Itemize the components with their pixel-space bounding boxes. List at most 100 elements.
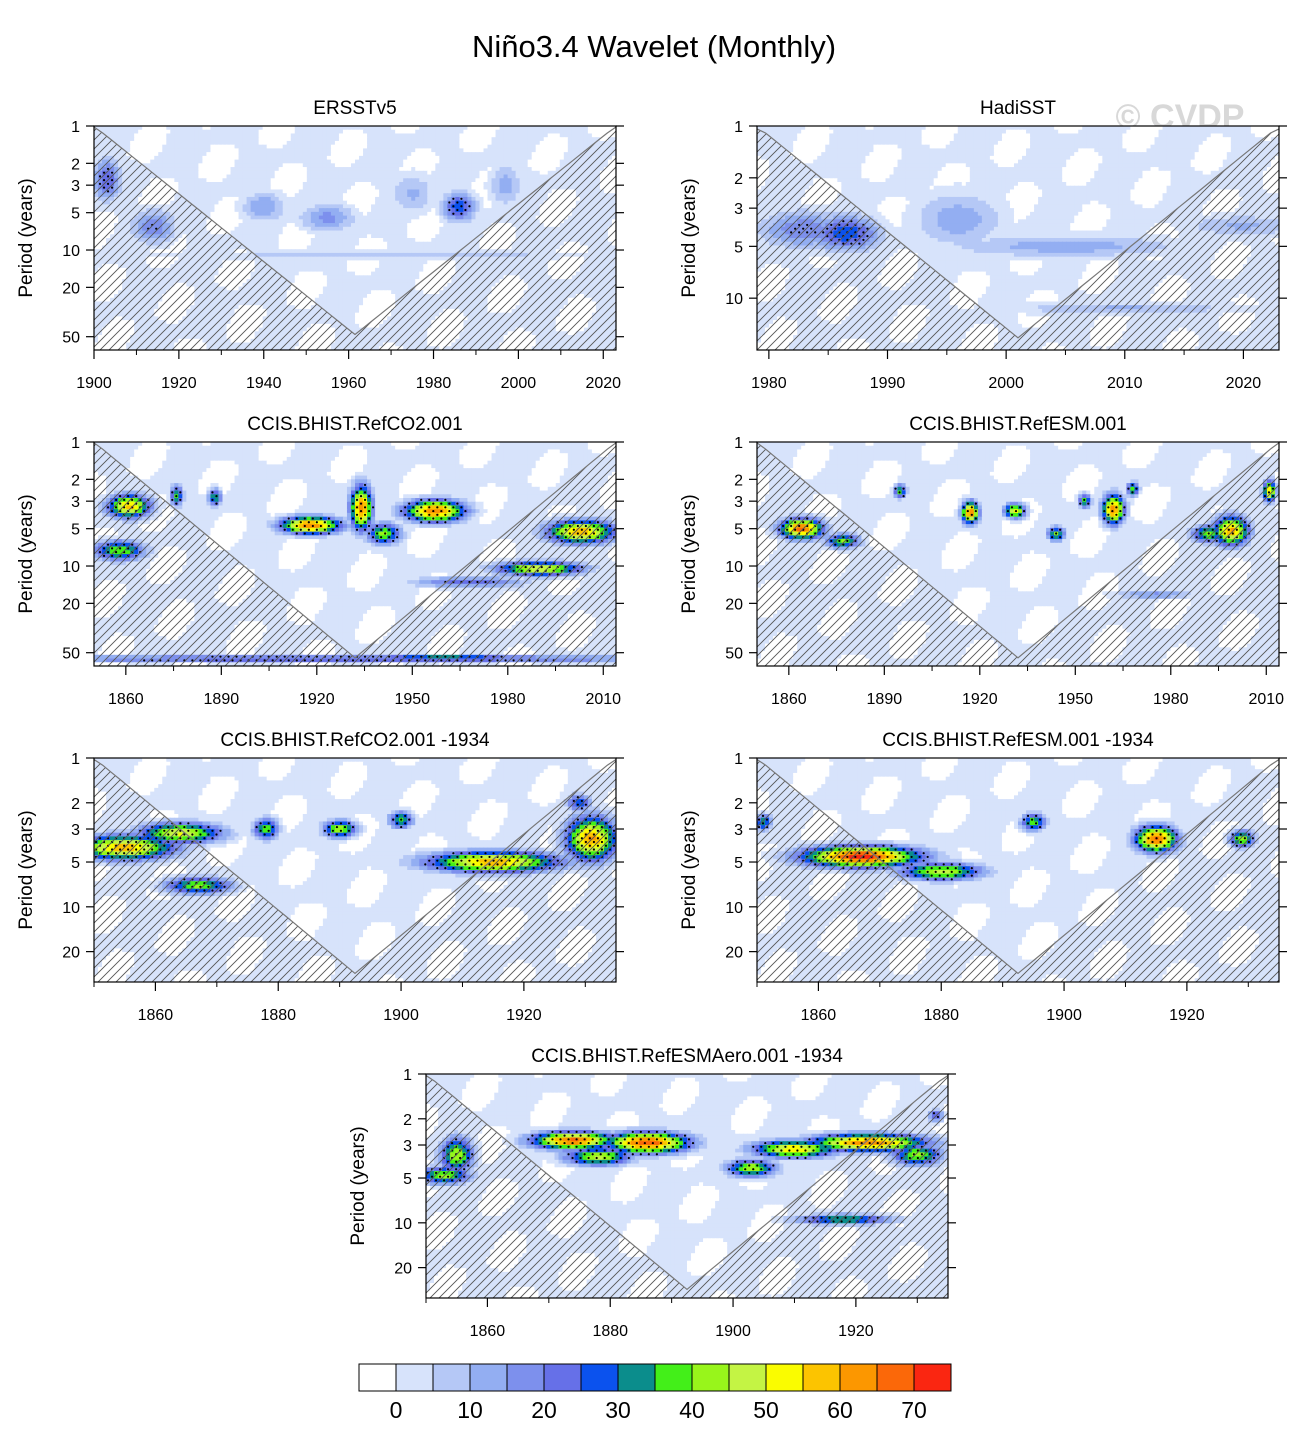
heatmap-cell: [515, 155, 521, 161]
heatmap-cell: [298, 163, 304, 168]
heatmap-cell: [294, 140, 300, 146]
heatmap-cell: [338, 256, 344, 261]
heatmap-cell: [274, 208, 280, 213]
heatmap-cell: [355, 208, 360, 213]
heatmap-cell: [479, 211, 485, 217]
heatmap-cell: [431, 260, 436, 265]
heatmap-cell: [439, 249, 444, 254]
heatmap-cell: [198, 208, 204, 213]
heatmap-cell: [274, 241, 280, 247]
heatmap-cell: [423, 193, 428, 198]
heatmap-cell: [178, 137, 183, 142]
heatmap-cell: [391, 234, 396, 239]
heatmap-cell: [383, 155, 388, 161]
heatmap-cell: [166, 140, 171, 146]
heatmap-cell: [250, 249, 256, 254]
heatmap-cell: [282, 238, 288, 243]
heatmap-cell: [415, 148, 420, 153]
heatmap-cell: [451, 163, 456, 168]
heatmap-cell: [555, 148, 561, 153]
heatmap-cell: [258, 129, 264, 135]
heatmap-cell: [399, 152, 404, 157]
heatmap-cell: [286, 241, 292, 247]
heatmap-cell: [334, 226, 340, 232]
heatmap-cell: [330, 133, 336, 138]
heatmap-cell: [334, 182, 340, 187]
heatmap-cell: [523, 126, 529, 131]
heatmap-cell: [342, 170, 348, 176]
heatmap-cell: [503, 137, 509, 142]
heatmap-cell: [338, 163, 344, 168]
heatmap-cell: [375, 200, 380, 205]
heatmap-cell: [535, 152, 541, 157]
heatmap-cell: [479, 155, 485, 161]
heatmap-cell: [407, 226, 412, 232]
heatmap-cell: [531, 137, 537, 142]
heatmap-cell: [170, 159, 175, 164]
heatmap-cell: [403, 256, 408, 261]
heatmap-cell: [459, 215, 465, 220]
heatmap-cell: [202, 126, 208, 131]
heatmap-cell: [334, 137, 340, 142]
heatmap-cell: [427, 182, 432, 187]
heatmap-cell: [166, 129, 171, 135]
heatmap-cell: [222, 163, 228, 168]
heatmap-cell: [571, 129, 577, 135]
heatmap-cell: [427, 129, 432, 135]
heatmap-cell: [507, 189, 513, 194]
heatmap-cell: [334, 211, 340, 217]
heatmap-cell: [519, 126, 525, 131]
heatmap-cell: [379, 260, 384, 265]
heatmap-cell: [543, 140, 549, 146]
heatmap-cell: [234, 163, 240, 168]
heatmap-cell: [355, 170, 360, 176]
significance-dot: [460, 205, 463, 208]
heatmap-cell: [314, 140, 320, 146]
heatmap-cell: [326, 170, 332, 176]
heatmap-cell: [415, 155, 420, 161]
heatmap-cell: [507, 200, 513, 205]
heatmap-cell: [467, 211, 473, 217]
heatmap-cell: [399, 249, 404, 254]
heatmap-cell: [158, 167, 163, 172]
heatmap-cell: [367, 174, 372, 179]
heatmap-cell: [326, 230, 332, 235]
heatmap-cell: [367, 133, 372, 138]
heatmap-cell: [202, 174, 208, 179]
heatmap-cell: [379, 189, 384, 194]
heatmap-cell: [330, 238, 336, 243]
heatmap-cell: [282, 219, 288, 224]
heatmap-cell: [427, 140, 432, 146]
heatmap-cell: [198, 163, 204, 168]
heatmap-cell: [290, 148, 296, 153]
heatmap-cell: [322, 200, 328, 205]
heatmap-cell: [298, 245, 304, 250]
heatmap-cell: [395, 189, 400, 194]
heatmap-cell: [559, 126, 565, 131]
heatmap-cell: [190, 129, 195, 135]
heatmap-cell: [459, 140, 465, 146]
heatmap-cell: [270, 223, 276, 228]
heatmap-cell: [262, 215, 268, 220]
heatmap-cell: [286, 249, 292, 254]
heatmap-cell: [258, 208, 264, 213]
heatmap-cell: [238, 226, 244, 232]
heatmap-cell: [130, 144, 135, 149]
heatmap-cell: [383, 178, 388, 183]
heatmap-cell: [194, 200, 199, 205]
heatmap-cell: [387, 174, 392, 179]
heatmap-cell: [310, 260, 316, 265]
heatmap-cell: [318, 148, 324, 153]
heatmap-cell: [346, 163, 352, 168]
heatmap-cell: [439, 193, 444, 198]
heatmap-cell: [487, 211, 493, 217]
heatmap-cell: [254, 193, 260, 198]
heatmap-cell: [346, 129, 352, 135]
heatmap-cell: [359, 238, 364, 243]
heatmap-cell: [355, 230, 360, 235]
heatmap-cell: [262, 193, 268, 198]
heatmap-cell: [375, 148, 380, 153]
heatmap-cell: [330, 256, 336, 261]
heatmap-cell: [503, 159, 509, 164]
heatmap-cell: [282, 152, 288, 157]
